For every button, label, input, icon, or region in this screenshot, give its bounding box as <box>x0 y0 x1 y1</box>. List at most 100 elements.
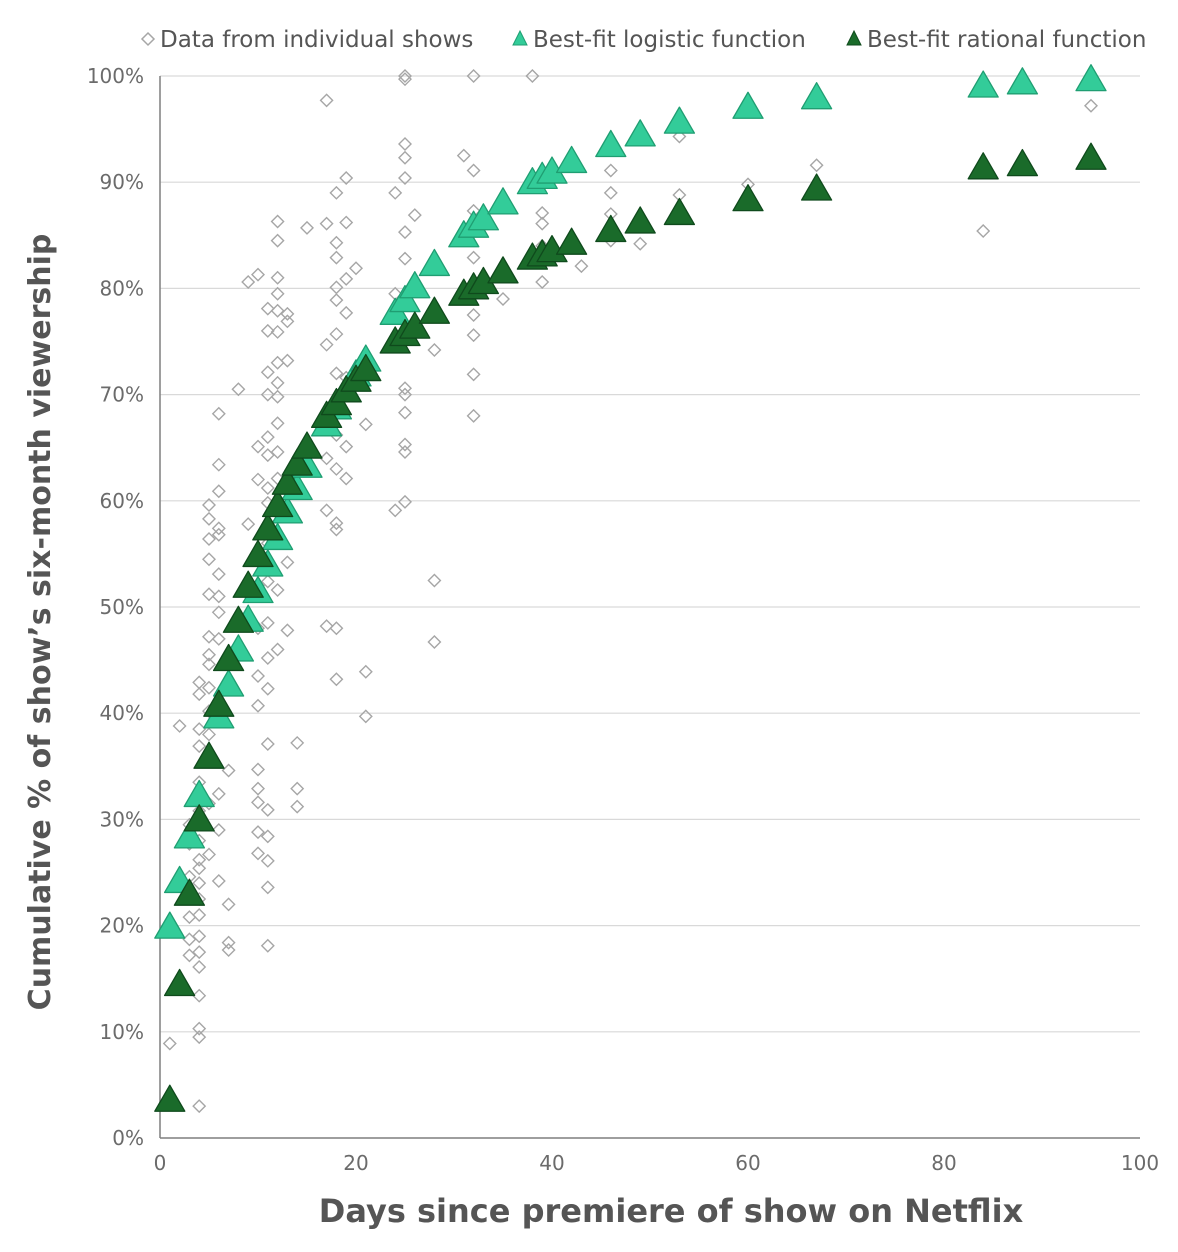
data-point-show <box>270 286 285 301</box>
data-point-show <box>260 323 275 338</box>
data-point-show <box>192 1021 207 1036</box>
data-point-show <box>398 170 412 185</box>
legend-marker-logistic <box>512 29 528 46</box>
data-point-rational <box>732 184 764 212</box>
data-point-show <box>339 215 354 230</box>
data-point-show <box>211 457 226 472</box>
legend-marker-diamond <box>140 31 156 47</box>
data-point-logistic <box>399 271 431 299</box>
data-point-show <box>211 823 226 838</box>
data-point-show <box>260 737 275 751</box>
data-point-show <box>231 382 246 397</box>
data-point-show <box>192 960 207 975</box>
data-point-show <box>260 829 275 844</box>
data-point-show <box>202 680 216 695</box>
data-point-show <box>260 938 275 953</box>
data-point-show <box>398 251 412 266</box>
data-point-show <box>388 503 403 518</box>
legend-item-rational: Best-fit rational function <box>846 27 1146 53</box>
data-point-logistic <box>967 70 999 98</box>
data-point-show <box>202 552 216 567</box>
data-point-rational <box>232 570 264 598</box>
data-point-rational <box>487 256 519 284</box>
data-point-rational <box>624 206 656 234</box>
data-point-show <box>329 461 344 476</box>
data-point-show <box>329 522 344 537</box>
data-point-show <box>466 408 481 423</box>
data-point-show <box>329 280 344 295</box>
data-point-show <box>270 583 285 597</box>
data-point-show <box>349 261 363 276</box>
data-point-show <box>427 635 442 650</box>
data-point-show <box>202 511 216 526</box>
data-point-show <box>202 657 216 672</box>
data-point-show <box>192 907 207 922</box>
data-point-show <box>192 945 207 960</box>
data-point-show <box>398 405 412 420</box>
y-tick-label: 0% <box>112 1126 144 1150</box>
data-point-show <box>280 353 295 368</box>
data-point-show <box>398 150 412 165</box>
data-point-show <box>251 472 265 487</box>
data-point-show <box>525 69 540 83</box>
data-point-show <box>535 206 550 220</box>
data-point-show <box>466 163 481 178</box>
data-point-show <box>270 389 285 404</box>
data-point-show <box>672 129 687 144</box>
data-point-show <box>339 439 354 454</box>
data-point-logistic <box>173 821 206 849</box>
legend-label-shows: Data from individual shows <box>160 27 473 53</box>
x-axis-title: Days since premiere of show on Netflix <box>319 1192 1024 1230</box>
data-point-show <box>192 929 207 944</box>
data-point-show <box>260 880 275 895</box>
data-point-show <box>466 250 481 265</box>
data-point-rational <box>418 296 451 324</box>
data-point-show <box>300 220 314 235</box>
data-point-show <box>398 381 412 396</box>
data-point-show <box>221 897 236 912</box>
data-point-show <box>290 799 305 814</box>
x-axis-ticks: 0 20 40 60 80 100 <box>154 1151 1159 1175</box>
data-point-show <box>466 328 481 343</box>
data-point-logistic <box>418 248 451 277</box>
data-point-show <box>202 498 216 513</box>
data-point-show <box>329 235 344 250</box>
y-tick-label: 40% <box>100 701 144 725</box>
data-point-show <box>251 762 265 777</box>
data-point-show <box>221 935 236 950</box>
data-point-rational <box>252 513 284 541</box>
data-point-show <box>398 387 412 402</box>
series-rational-fit <box>154 142 1107 1112</box>
data-point-rational <box>222 605 255 633</box>
data-point-show <box>398 444 412 459</box>
data-point-rational <box>203 689 235 717</box>
data-point-show <box>251 846 265 861</box>
data-point-show <box>809 158 824 173</box>
data-point-show <box>280 306 295 321</box>
data-point-show <box>466 69 481 83</box>
data-point-show <box>241 517 256 532</box>
data-point-rational <box>555 227 588 255</box>
data-point-rational <box>154 1084 186 1112</box>
data-point-show <box>270 642 285 657</box>
data-point-show <box>339 471 354 486</box>
data-point-show <box>603 185 618 200</box>
x-tick-label: 0 <box>154 1151 167 1175</box>
data-point-show <box>182 910 197 925</box>
data-point-logistic <box>555 145 588 174</box>
data-point-show <box>211 786 226 801</box>
data-point-show <box>211 406 226 421</box>
data-point-show <box>192 675 207 690</box>
data-point-show <box>241 275 256 290</box>
data-point-rational <box>1006 148 1039 177</box>
data-point-logistic <box>1075 63 1107 92</box>
data-point-show <box>398 437 412 452</box>
data-point-show <box>270 214 285 229</box>
data-point-rational <box>281 448 313 476</box>
data-point-logistic <box>389 284 421 313</box>
data-point-logistic <box>595 129 627 158</box>
data-point-show <box>172 718 187 733</box>
data-point-rational <box>242 539 274 568</box>
data-point-show <box>535 216 550 231</box>
data-point-logistic <box>663 106 696 134</box>
